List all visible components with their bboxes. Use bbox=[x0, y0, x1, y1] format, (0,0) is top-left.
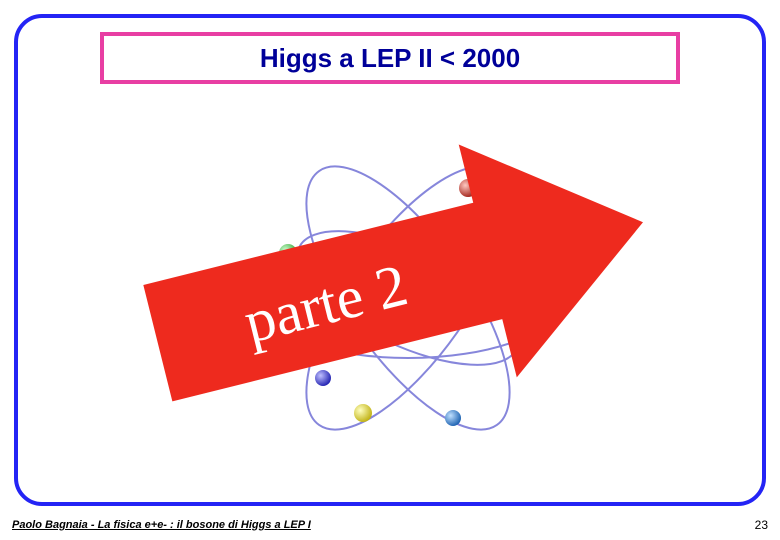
atom-diagram bbox=[228, 148, 588, 448]
title-box: Higgs a LEP II < 2000 bbox=[100, 32, 680, 84]
footer-text: Paolo Bagnaia - La fisica e+e- : il boso… bbox=[12, 519, 311, 531]
footer-bar: Paolo Bagnaia - La fisica e+e- : il boso… bbox=[0, 510, 780, 540]
slide-title: Higgs a LEP II < 2000 bbox=[260, 43, 520, 74]
page-number: 23 bbox=[755, 518, 768, 532]
slide-frame: Higgs a LEP II < 2000 bbox=[14, 14, 766, 506]
